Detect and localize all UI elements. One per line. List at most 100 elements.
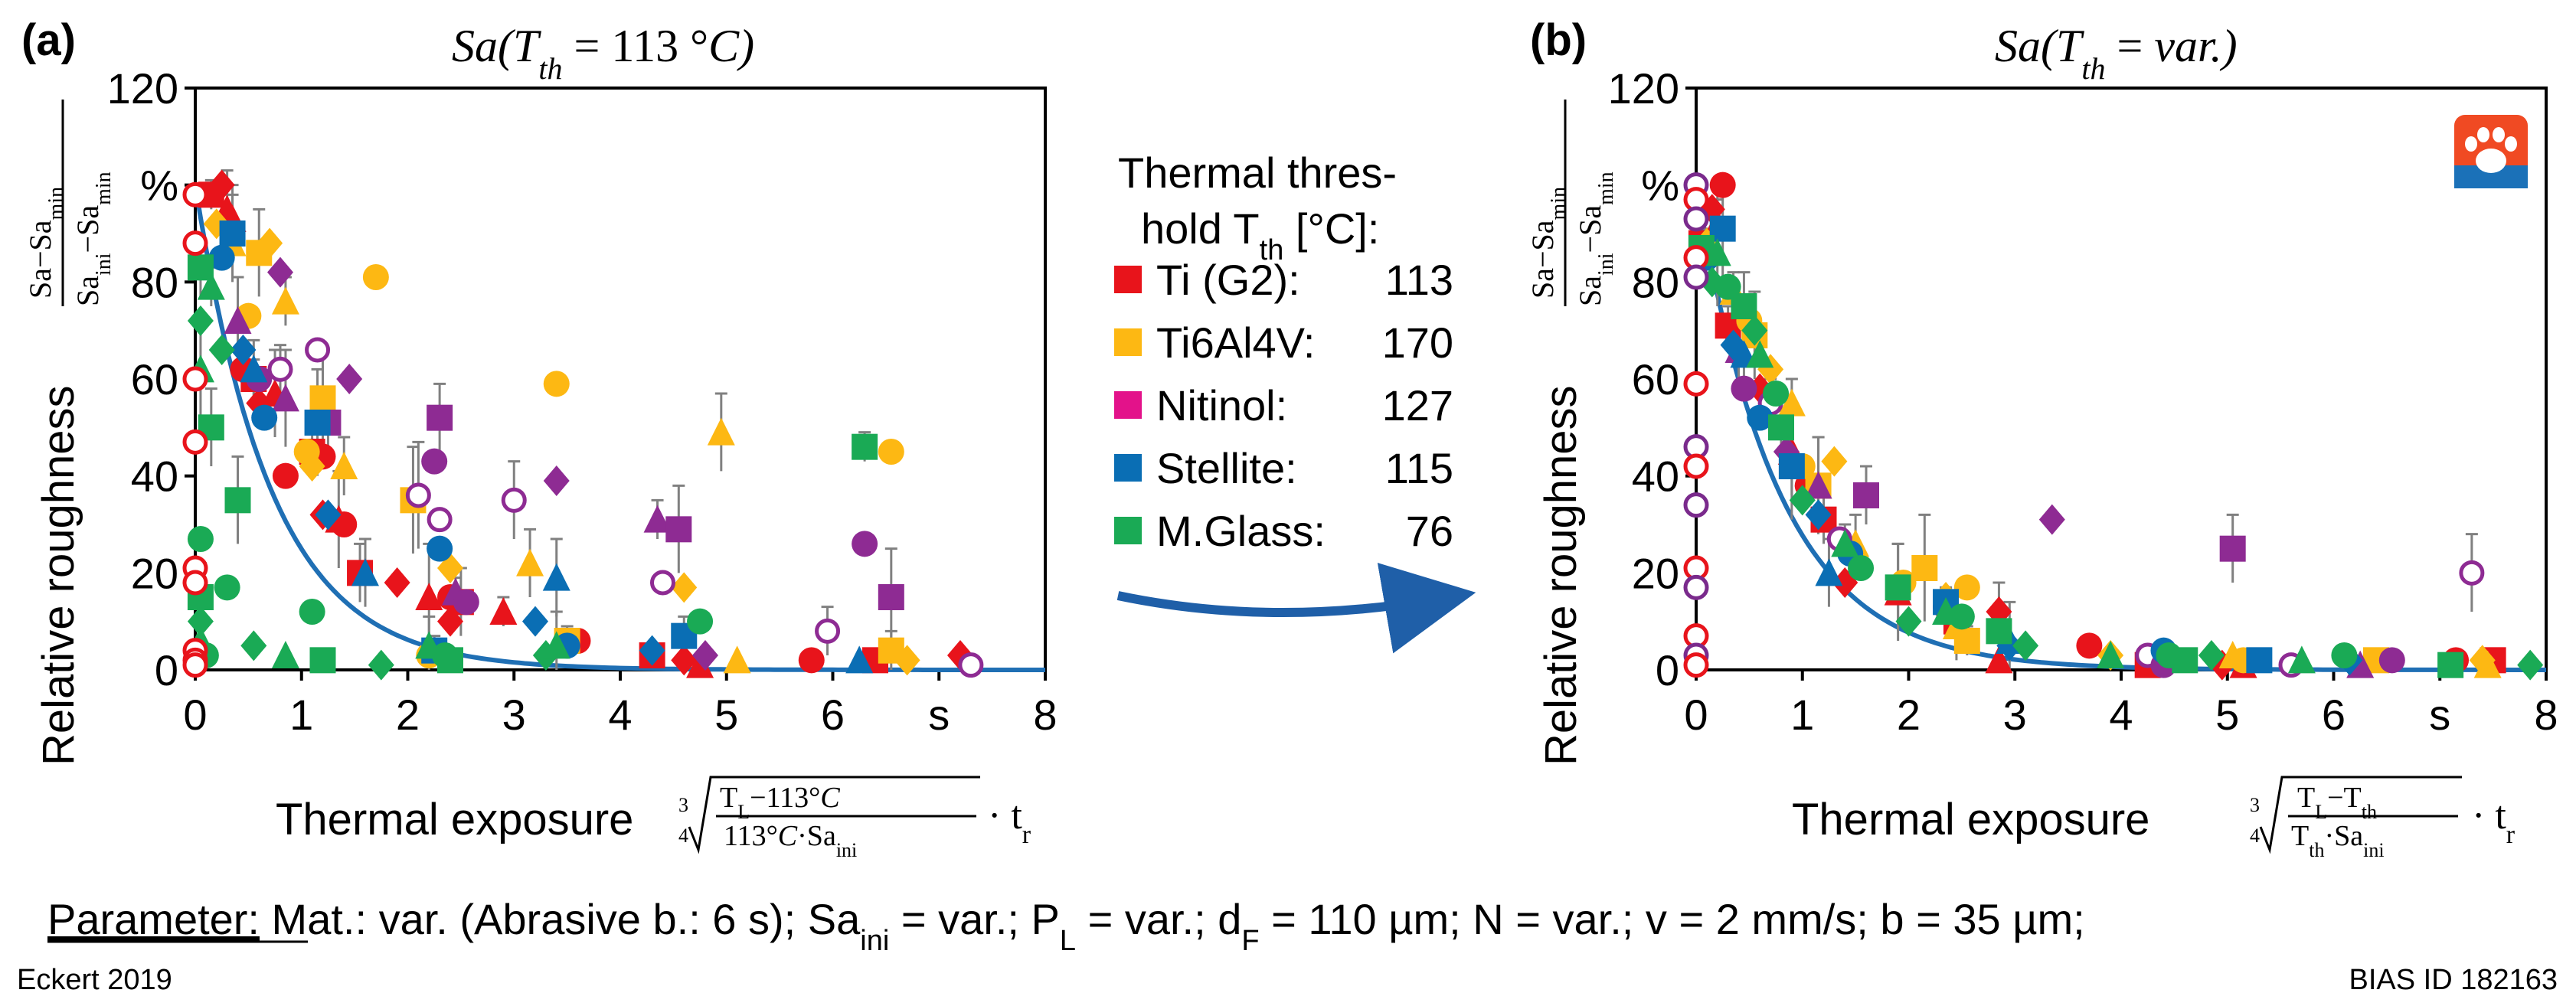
x-formula-a: 3 4 TL−113°C 113°C·Saini · tr [678, 776, 1031, 861]
legend-label: M.Glass: [1156, 507, 1326, 555]
y-axis-fraction-num: Sa−Samin [1525, 187, 1571, 299]
data-point [852, 433, 878, 460]
parameter-label: Parameter: [47, 895, 260, 943]
legend-title-line1: Thermal thres- [1118, 149, 1397, 197]
data-point [384, 567, 410, 598]
data-point [671, 645, 698, 676]
data-point [214, 574, 240, 601]
svg-text:3: 3 [678, 794, 688, 816]
data-point [197, 272, 225, 300]
data-point [453, 589, 479, 616]
x-formula-b: 3 4 TL−Tth Tth·Saini · tr [2250, 776, 2516, 861]
data-point-open [958, 652, 984, 678]
data-point [427, 535, 453, 562]
data-point [272, 462, 299, 489]
x-tick-label: 1 [1790, 691, 1814, 739]
x-ticks-b: 0 1 2 3 4 5 6 s 8 [1684, 670, 2558, 739]
y-tick-label: 60 [131, 355, 178, 403]
data-point [1747, 404, 1773, 431]
data-point [671, 572, 698, 603]
data-point [257, 227, 283, 259]
x-tick-label: 3 [2003, 691, 2027, 739]
data-point [707, 417, 735, 446]
y-axis-label-text: Relative roughness [34, 385, 83, 766]
data-point [336, 364, 363, 394]
data-point [2473, 650, 2502, 678]
x-tick-label: 1 [289, 691, 313, 739]
data-point [224, 487, 251, 514]
data-point [489, 597, 518, 625]
data-point [208, 335, 235, 365]
x-tick-label: 6 [2322, 691, 2346, 739]
data-point [315, 499, 342, 531]
data-point [522, 606, 548, 637]
reference-point [182, 652, 208, 678]
footer-right: BIAS ID 182163 [2349, 964, 2558, 996]
data-point [1953, 574, 1980, 601]
data-point-open [405, 482, 431, 508]
data-point [1789, 485, 1816, 516]
data-point [2246, 647, 2273, 674]
data-point [878, 584, 904, 610]
reference-point [182, 366, 208, 392]
data-point [1831, 529, 1859, 557]
data-point [299, 451, 325, 482]
svg-text:113°C·Saini: 113°C·Saini [724, 820, 857, 861]
y-axis-label-b: Relative roughness Sa−Samin Saini−Samin [1525, 100, 1618, 766]
data-point [2219, 535, 2246, 562]
data-point [639, 635, 665, 666]
data-point [1815, 558, 1843, 586]
data-point [368, 649, 394, 681]
y-tick-label: 60 [1632, 355, 1679, 403]
data-point [2517, 649, 2544, 681]
data-point [2287, 645, 2316, 674]
x-tick-label: 3 [502, 691, 526, 739]
x-tick-label: s [928, 691, 950, 739]
data-point [240, 630, 267, 661]
data-point [230, 335, 257, 365]
svg-text:4: 4 [678, 825, 688, 847]
x-axis-label-a: Thermal exposure [276, 795, 633, 844]
y-tick-label: 20 [1632, 549, 1679, 597]
data-point [1778, 453, 1805, 479]
data-point [665, 516, 692, 543]
data-point [1731, 293, 1757, 319]
data-point [2097, 641, 2125, 668]
reference-point [1683, 206, 1709, 232]
reference-point [1683, 264, 1709, 290]
data-point [437, 606, 463, 637]
data-point [1804, 471, 1832, 499]
x-tick-label: 0 [183, 691, 207, 739]
x-tick-label: 8 [2534, 691, 2558, 739]
reference-point [1683, 652, 1709, 678]
legend-value: 76 [1406, 507, 1453, 555]
panel-b-tag: (b) [1530, 15, 1587, 65]
reference-point [182, 429, 208, 455]
data-point [240, 354, 268, 383]
legend-swatch [1114, 266, 1142, 293]
parameter-line: Parameter: Mat.: var. (Abrasive b.: 6 s)… [47, 895, 2085, 957]
data-point [1986, 618, 2012, 645]
data-point [271, 286, 299, 315]
data-point [2346, 650, 2375, 678]
data-point [2437, 652, 2464, 678]
data-point [299, 599, 325, 625]
legend-value: 115 [1385, 444, 1453, 492]
reference-point [1683, 371, 1709, 397]
y-tick-label: 120 [1608, 64, 1679, 113]
y-tick-label: 20 [131, 549, 178, 597]
data-point [271, 641, 299, 668]
legend-value: 127 [1382, 381, 1453, 430]
data-point [427, 404, 453, 431]
paw-logo-icon [2454, 115, 2528, 188]
data-point [542, 631, 570, 659]
data-point [1741, 315, 1768, 346]
y-ticks-a: 0 20 40 60 80% 120 [107, 64, 195, 694]
reference-point [182, 230, 208, 256]
x-tick-label: 6 [821, 691, 845, 739]
y-axis-fraction-num: Sa−Samin [23, 187, 68, 299]
data-point [2076, 632, 2103, 659]
reference-point [182, 181, 208, 207]
data-points-a [182, 169, 984, 681]
data-point [2172, 647, 2198, 674]
